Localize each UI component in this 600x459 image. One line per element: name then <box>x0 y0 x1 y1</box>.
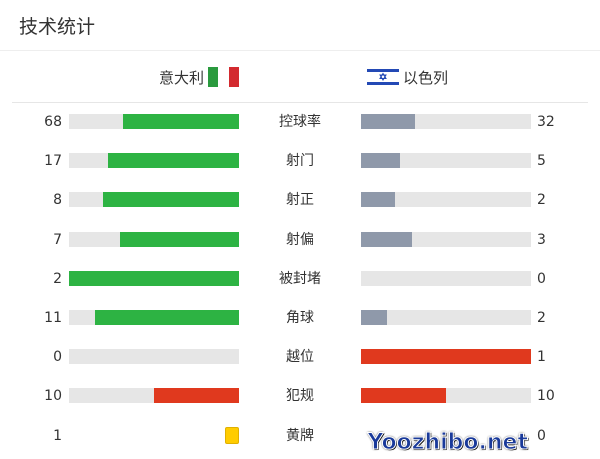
away-bar-fill <box>361 349 531 365</box>
israel-flag-icon <box>367 68 399 86</box>
away-value: 5 <box>537 153 546 170</box>
home-value: 0 <box>53 349 62 366</box>
home-value: 7 <box>53 231 62 248</box>
home-bar <box>69 231 239 247</box>
stat-row: 68 控球率 32 <box>0 113 600 131</box>
home-bar <box>69 388 239 404</box>
away-bar-fill <box>361 310 388 325</box>
away-bar <box>361 114 531 129</box>
away-bar <box>361 153 531 169</box>
stat-label: 越位 <box>286 349 314 366</box>
stat-row: 7 射偏 3 <box>0 231 600 249</box>
home-bar-fill <box>120 231 239 247</box>
home-bar-fill <box>107 153 239 169</box>
away-value: 2 <box>537 310 546 326</box>
home-value: 11 <box>44 310 62 326</box>
home-bar-fill <box>123 114 239 129</box>
stat-row: 11 角球 2 <box>0 309 600 327</box>
home-bar <box>69 153 239 169</box>
stat-label: 控球率 <box>279 114 321 130</box>
stat-label: 射偏 <box>286 231 314 248</box>
away-bar-fill <box>361 192 395 208</box>
away-team-name: 以色列 <box>403 68 449 87</box>
home-value: 17 <box>44 153 62 170</box>
home-bar-fill <box>69 270 239 286</box>
stat-row: 1 黄牌 0 <box>0 426 600 445</box>
stat-label: 被封堵 <box>279 270 321 287</box>
italy-flag-icon <box>208 67 240 87</box>
stat-label: 射门 <box>286 153 314 170</box>
home-bar-fill <box>103 192 239 208</box>
stat-label: 犯规 <box>286 388 314 405</box>
watermark: Yoozhibo.net <box>367 430 528 456</box>
page-title: 技术统计 <box>19 16 96 38</box>
away-bar-fill <box>361 153 400 169</box>
stat-row: 10 犯规 10 <box>0 387 600 405</box>
home-bar <box>69 270 239 286</box>
home-value: 1 <box>53 427 62 444</box>
yellow-card-icon <box>225 426 239 444</box>
home-value: 68 <box>44 114 62 130</box>
stat-label: 射正 <box>286 192 314 209</box>
away-bar <box>361 349 531 365</box>
home-team: 意大利 <box>159 66 241 88</box>
divider <box>0 50 600 51</box>
away-value: 0 <box>537 427 546 444</box>
stat-row: 17 射门 5 <box>0 152 600 170</box>
home-team-name: 意大利 <box>159 68 205 87</box>
home-bar-fill <box>95 310 239 325</box>
away-value: 3 <box>537 231 546 248</box>
away-bar-fill <box>361 114 416 129</box>
away-bar <box>361 388 531 404</box>
home-value: 8 <box>53 192 62 209</box>
away-value: 2 <box>537 192 546 209</box>
stat-row: 8 射正 2 <box>0 191 600 209</box>
divider <box>12 102 588 103</box>
away-bar-fill <box>361 231 412 247</box>
away-bar <box>361 231 531 247</box>
stat-label: 角球 <box>286 310 314 326</box>
stat-label: 黄牌 <box>286 427 314 444</box>
stat-row: 0 越位 1 <box>0 348 600 366</box>
away-bar-fill <box>361 388 446 404</box>
away-value: 1 <box>537 349 546 366</box>
away-value: 10 <box>537 388 555 405</box>
away-bar <box>361 310 531 325</box>
home-bar-fill <box>154 388 239 404</box>
home-bar <box>69 310 239 325</box>
home-value: 2 <box>53 270 62 287</box>
away-value: 0 <box>537 270 546 287</box>
away-bar <box>361 270 531 286</box>
home-bar <box>69 349 239 365</box>
home-value: 10 <box>44 388 62 405</box>
home-bar <box>69 192 239 208</box>
away-value: 32 <box>537 114 555 130</box>
home-bar <box>69 114 239 129</box>
stat-row: 2 被封堵 0 <box>0 270 600 288</box>
away-team: 以色列 <box>367 66 448 88</box>
away-bar <box>361 192 531 208</box>
